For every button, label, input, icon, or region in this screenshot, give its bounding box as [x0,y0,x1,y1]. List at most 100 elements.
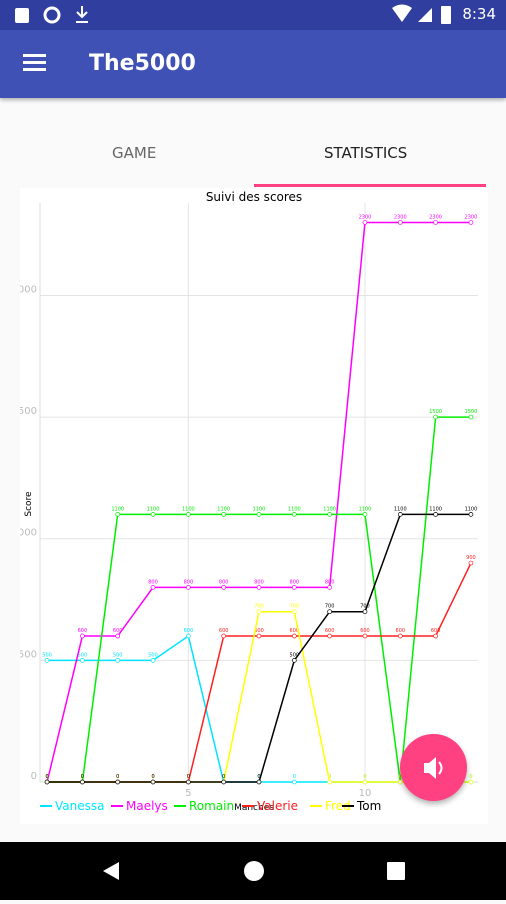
data-point [115,658,121,663]
data-point [327,779,332,785]
x-axis-label: Manches [234,803,274,813]
data-label: 2300 [465,214,478,220]
data-label: 0 [81,774,84,780]
data-point [115,512,121,517]
data-point [468,220,474,225]
data-point [291,658,297,663]
data-point [221,779,227,785]
x-tick-label: 5 [185,788,191,799]
data-point [115,633,121,639]
data-label: 800 [325,579,335,585]
data-point [256,609,262,615]
data-point [256,512,262,517]
data-label: 1100 [323,506,336,512]
data-label: 0 [293,774,296,780]
sound-fab[interactable] [400,734,467,801]
data-point [186,633,191,639]
data-label: 0 [81,774,84,780]
data-label: 1500 [429,409,442,415]
data-label: 0 [469,774,472,780]
nav-bar [0,842,506,900]
data-point [291,512,297,517]
y-tick-label: 500 [20,649,37,660]
speaker-icon [424,757,443,779]
data-point [362,609,368,615]
data-point [186,779,191,785]
data-point [44,658,50,663]
data-label: 800 [148,579,158,585]
y-tick-label: 2,000 [20,284,37,295]
data-point [362,512,368,517]
data-point [80,633,85,639]
data-label: 0 [151,774,154,780]
menu-button[interactable] [22,49,52,79]
data-point [433,633,438,639]
data-point [291,609,297,615]
data-point [150,779,156,785]
data-point [433,414,438,420]
data-label: 0 [187,774,190,780]
data-label: 600 [113,628,123,634]
tab-statistics[interactable]: STATISTICS [324,144,408,162]
data-label: 500 [148,652,158,658]
data-label: 0 [187,774,190,780]
data-label: 1100 [111,506,124,512]
data-label: 1500 [465,409,478,415]
data-label: 1100 [147,506,160,512]
y-axis-label: Score [24,491,34,517]
data-label: 500 [42,652,52,658]
y-tick-label: 1,000 [20,528,37,539]
data-point [362,220,368,225]
data-label: 0 [257,774,260,780]
data-point [221,512,227,517]
data-point [150,512,156,517]
data-point [397,512,403,517]
data-point [291,633,297,639]
data-point [362,779,368,785]
clock: 8:34 [462,5,496,23]
data-label: 0 [187,774,190,780]
data-label: 600 [325,628,335,634]
back-button[interactable] [103,862,119,880]
wifi-icon [392,4,412,22]
status-icons [15,6,88,24]
data-label: 2300 [394,214,407,220]
data-point [221,585,227,590]
data-point [468,512,474,517]
tab-game[interactable]: GAME [112,144,157,162]
data-label: 0 [116,774,119,780]
data-point [256,585,262,590]
data-label: 0 [399,774,402,780]
data-point [186,512,191,517]
recents-button[interactable] [387,862,405,880]
data-label: 0 [222,774,225,780]
download-icon [76,6,88,23]
data-point [468,779,474,785]
data-label: 0 [116,774,119,780]
data-label: 600 [254,628,264,634]
data-label: 0 [81,774,84,780]
data-label: 500 [290,652,300,658]
y-tick-label: 1,500 [20,406,37,417]
chart: Suivi des scores Manches Score 05001,000… [20,188,488,824]
data-label: 500 [78,652,88,658]
data-label: 800 [219,579,229,585]
legend-label: Fred [325,799,351,813]
data-point [433,220,438,225]
data-point [150,658,156,663]
home-button[interactable] [244,861,264,881]
data-label: 0 [222,774,225,780]
data-label: 600 [78,628,88,634]
legend-label: Vanessa [55,799,104,813]
data-label: 700 [254,604,264,610]
data-point [256,779,262,785]
data-point [397,220,403,225]
data-point [397,633,403,639]
data-label: 800 [184,579,194,585]
data-label: 1100 [288,506,301,512]
data-label: 600 [431,628,441,634]
data-point [115,779,121,785]
data-label: 600 [396,628,406,634]
data-label: 600 [219,628,229,634]
